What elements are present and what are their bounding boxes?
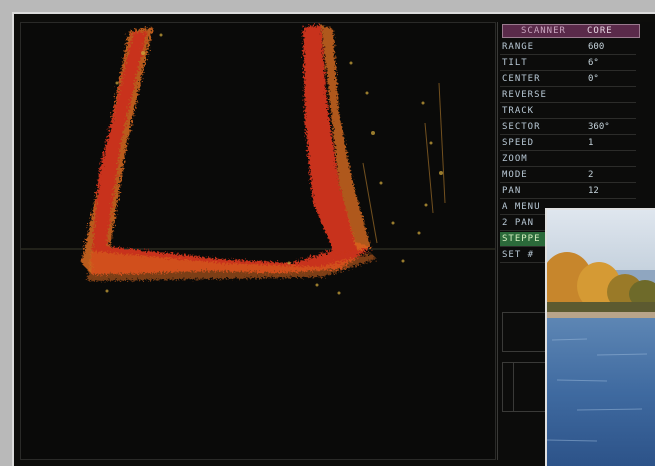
- menu-item-range[interactable]: RANGE 600: [500, 40, 636, 55]
- menu-item-center[interactable]: CENTER 0°: [500, 72, 636, 87]
- panel-divider: [513, 363, 514, 411]
- menu-value: 6°: [588, 58, 599, 68]
- menu-item-speed[interactable]: SPEED 1: [500, 136, 636, 151]
- menu-item-pan[interactable]: PAN 12: [500, 184, 636, 199]
- menu-label: REVERSE: [502, 90, 547, 100]
- menu-item-sector[interactable]: SECTOR 360°: [500, 120, 636, 135]
- menu-label: SPEED: [502, 138, 535, 148]
- panel-title: SCANNER: [521, 26, 566, 36]
- menu-value: 600: [588, 42, 605, 52]
- menu-label: STEPPE: [502, 234, 541, 244]
- menu-label: PAN: [502, 186, 522, 196]
- lake-photo-inset: [545, 208, 655, 466]
- menu-value: 1: [588, 138, 594, 148]
- panel-header: SCANNER CORE: [502, 24, 640, 38]
- menu-item-tilt[interactable]: TILT 6°: [500, 56, 636, 71]
- menu-label: 2 PAN: [502, 218, 535, 228]
- menu-label: RANGE: [502, 42, 535, 52]
- menu-item-reverse[interactable]: REVERSE: [500, 88, 636, 103]
- menu-item-zoom[interactable]: ZOOM: [500, 152, 636, 167]
- menu-item-mode[interactable]: MODE 2: [500, 168, 636, 183]
- water-surface: [547, 318, 655, 466]
- echo-left-wall: [91, 31, 147, 263]
- menu-label: ZOOM: [502, 154, 528, 164]
- echo-right-wall: [303, 25, 357, 255]
- lake-photo: [547, 210, 655, 466]
- menu-label: A MENU: [502, 202, 541, 212]
- menu-label: TRACK: [502, 106, 535, 116]
- echo-scatter: [105, 33, 443, 295]
- sonar-echo-image: [21, 25, 495, 295]
- menu-label: TILT: [502, 58, 528, 68]
- menu-value: 360°: [588, 122, 610, 132]
- menu-label: CENTER: [502, 74, 541, 84]
- menu-value: 0°: [588, 74, 599, 84]
- menu-value: 2: [588, 170, 594, 180]
- menu-label: SET #: [502, 250, 535, 260]
- menu-value: 12: [588, 186, 599, 196]
- panel-mode: CORE: [587, 26, 613, 36]
- sonar-scan-view[interactable]: [20, 22, 496, 460]
- menu-item-track[interactable]: TRACK: [500, 104, 636, 119]
- menu-label: MODE: [502, 170, 528, 180]
- menu-label: SECTOR: [502, 122, 541, 132]
